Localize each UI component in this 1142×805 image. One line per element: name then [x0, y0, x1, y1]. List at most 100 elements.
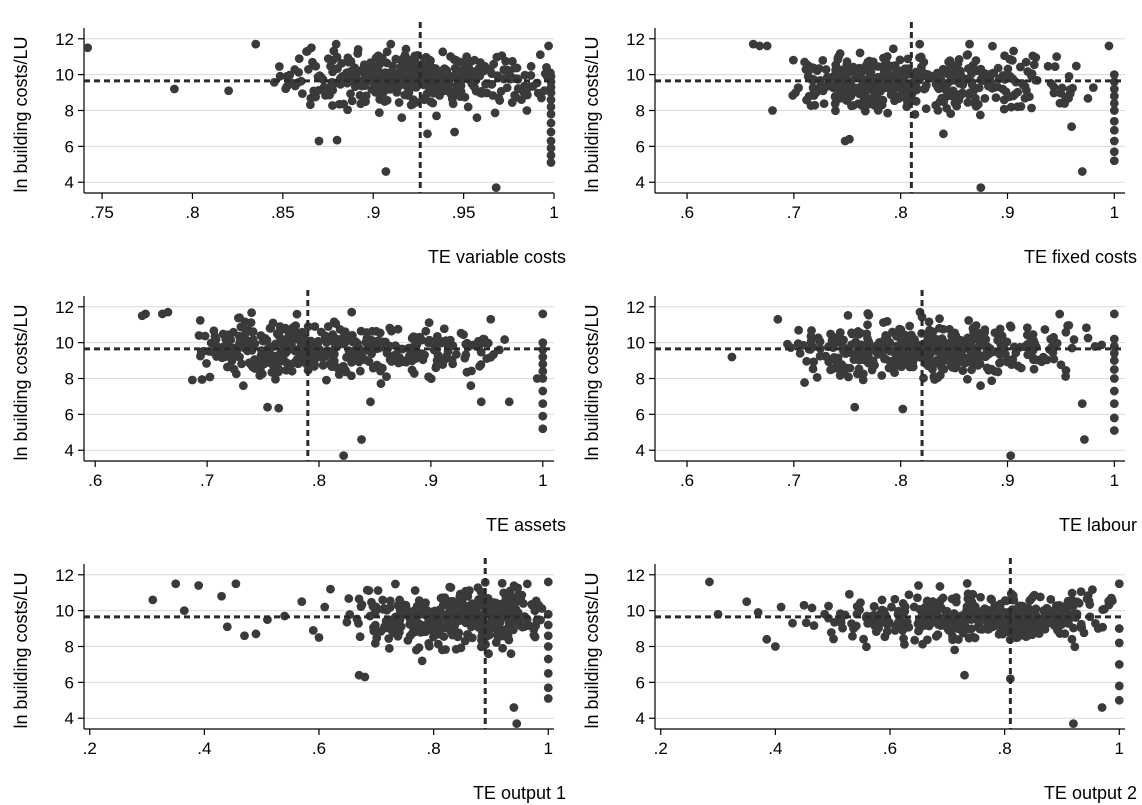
- x-tick-label: .8: [185, 203, 199, 222]
- data-point: [304, 65, 313, 74]
- data-point: [847, 329, 857, 339]
- data-point: [1046, 595, 1056, 604]
- y-axis-title: ln building costs/LU: [582, 36, 602, 192]
- data-point: [727, 352, 737, 362]
- y-axis-title: ln building costs/LU: [11, 36, 31, 192]
- data-point: [1097, 703, 1107, 712]
- data-point: [1109, 98, 1119, 108]
- data-point: [831, 106, 840, 116]
- data-point: [871, 96, 881, 106]
- data-point: [546, 95, 556, 105]
- data-point: [538, 411, 548, 421]
- data-point: [526, 61, 536, 71]
- data-point: [546, 118, 556, 128]
- data-point: [1022, 330, 1032, 340]
- data-point: [179, 606, 189, 616]
- data-point: [423, 129, 432, 139]
- data-point: [862, 642, 871, 652]
- data-point: [1011, 348, 1021, 358]
- data-point: [412, 601, 422, 611]
- data-point: [432, 111, 441, 121]
- data-point: [989, 68, 999, 78]
- data-point: [1088, 83, 1098, 93]
- data-point: [1049, 621, 1059, 630]
- data-point: [246, 336, 255, 346]
- data-point: [984, 623, 993, 633]
- data-point: [342, 68, 352, 78]
- data-point: [356, 99, 366, 109]
- data-point: [539, 86, 549, 96]
- data-point: [964, 316, 974, 325]
- data-point: [502, 83, 512, 93]
- data-point: [879, 53, 888, 63]
- data-point: [424, 372, 433, 382]
- data-point: [963, 98, 973, 107]
- data-point: [512, 719, 522, 729]
- x-tick-label: .6: [883, 739, 897, 758]
- y-tick-label: 10: [55, 334, 74, 353]
- data-point: [1006, 102, 1016, 112]
- data-point: [187, 375, 197, 385]
- data-point: [898, 599, 908, 608]
- data-point: [1016, 102, 1026, 111]
- data-point: [471, 86, 481, 96]
- x-tick-label: .8: [312, 471, 326, 490]
- data-point: [1015, 62, 1025, 72]
- data-point: [939, 129, 948, 139]
- data-point: [982, 363, 992, 373]
- x-tick-label: 1: [1110, 203, 1119, 222]
- data-point: [460, 92, 470, 102]
- data-point: [240, 631, 249, 641]
- data-point: [965, 39, 974, 49]
- data-point: [762, 41, 772, 51]
- data-point: [1000, 624, 1010, 634]
- data-point: [800, 378, 809, 387]
- data-point: [446, 583, 456, 592]
- data-point: [753, 608, 763, 617]
- data-point: [374, 60, 384, 70]
- data-point: [376, 379, 386, 388]
- data-point: [498, 643, 508, 653]
- data-point: [860, 104, 870, 113]
- scatter-points: [148, 577, 553, 729]
- data-point: [842, 86, 851, 95]
- data-point: [450, 127, 459, 137]
- data-point: [169, 84, 179, 94]
- data-point: [802, 356, 812, 366]
- data-point: [517, 95, 526, 105]
- data-point: [952, 101, 962, 111]
- data-point: [820, 351, 830, 361]
- data-point: [1109, 156, 1119, 166]
- data-point: [347, 96, 357, 106]
- data-point: [206, 338, 216, 348]
- data-point: [835, 328, 845, 337]
- data-point: [919, 57, 929, 67]
- x-axis-title: TE variable costs: [428, 247, 566, 267]
- x-tick-label: .7: [200, 471, 214, 490]
- data-point: [271, 374, 280, 384]
- data-point: [411, 97, 421, 107]
- data-point: [932, 357, 942, 366]
- data-point: [294, 54, 304, 64]
- data-point: [1109, 413, 1119, 423]
- data-point: [1027, 628, 1037, 637]
- x-tick-label: .6: [680, 471, 694, 490]
- data-point: [742, 597, 752, 607]
- x-tick-label: .7: [787, 471, 801, 490]
- data-point: [783, 339, 792, 349]
- data-point: [855, 48, 865, 58]
- data-point: [444, 607, 454, 617]
- data-point: [476, 397, 486, 407]
- data-point: [280, 357, 290, 367]
- data-point: [975, 607, 985, 617]
- data-point: [268, 318, 278, 328]
- data-point: [339, 336, 349, 346]
- x-tick-label: .4: [768, 739, 782, 758]
- y-tick-label: 12: [55, 298, 74, 317]
- data-point: [1097, 340, 1107, 350]
- data-point: [493, 72, 503, 82]
- data-point: [957, 623, 966, 633]
- data-point: [451, 605, 461, 615]
- data-point: [958, 366, 968, 376]
- data-point: [795, 349, 805, 358]
